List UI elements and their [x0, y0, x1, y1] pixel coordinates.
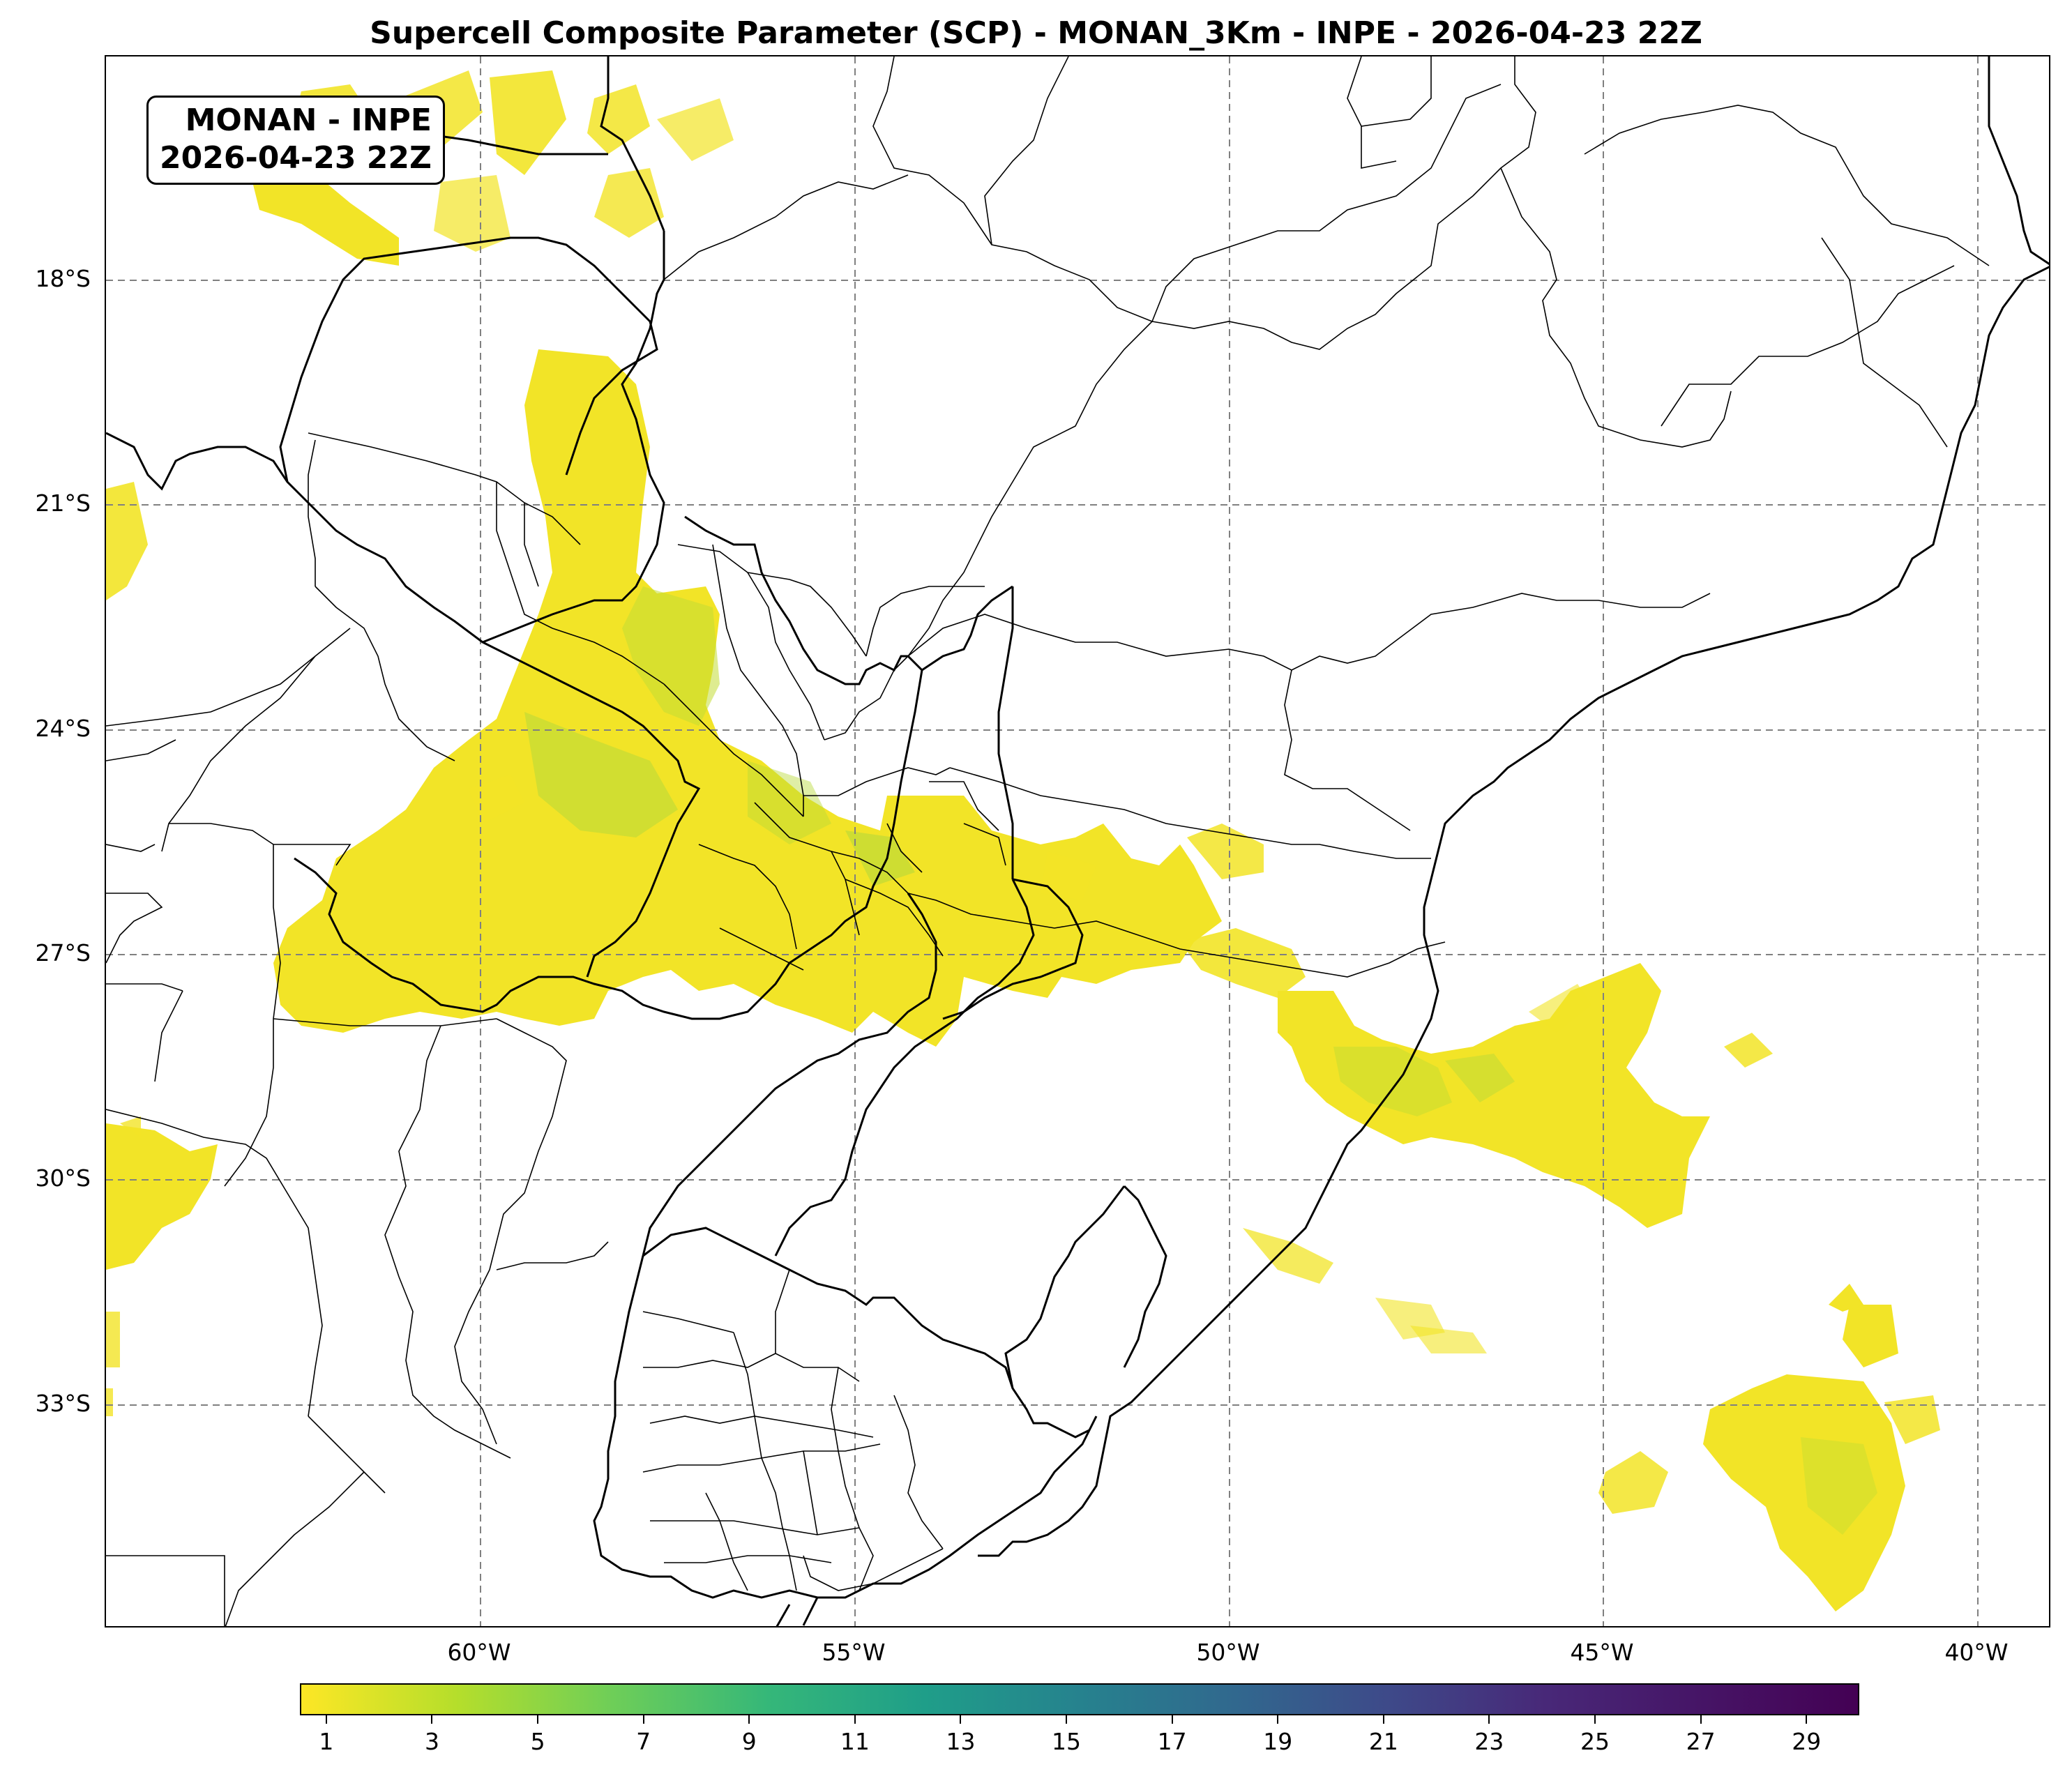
lat-label-27s: 27°S	[35, 939, 91, 966]
colorbar-tick-label: 29	[1792, 1728, 1822, 1755]
info-line-1: MONAN - INPE	[185, 103, 432, 138]
colorbar-tick-mark	[325, 1715, 327, 1724]
colorbar-tick-label: 5	[530, 1728, 545, 1755]
colorbar-tick-mark	[431, 1715, 433, 1724]
country-borders	[106, 56, 2049, 1626]
lon-label-45w: 45°W	[1570, 1639, 1634, 1666]
scp-fields	[106, 70, 1940, 1611]
colorbar-tick-label: 9	[741, 1728, 757, 1755]
lat-label-21s: 21°S	[35, 490, 91, 517]
lat-label-33s: 33°S	[35, 1390, 91, 1417]
lon-label-55w: 55°W	[822, 1639, 886, 1666]
colorbar-tick-mark	[1277, 1715, 1279, 1724]
map-canvas	[106, 56, 2049, 1626]
colorbar-tick-label: 15	[1052, 1728, 1082, 1755]
lon-label-60w: 60°W	[447, 1639, 511, 1666]
colorbar-tick-label: 13	[946, 1728, 976, 1755]
colorbar-tick-label: 1	[319, 1728, 334, 1755]
colorbar-tick-label: 23	[1474, 1728, 1504, 1755]
map-title: Supercell Composite Parameter (SCP) - MO…	[370, 15, 1702, 51]
colorbar-tick-mark	[960, 1715, 962, 1724]
lat-label-24s: 24°S	[35, 715, 91, 742]
colorbar	[300, 1683, 1859, 1715]
colorbar-tick-mark	[1594, 1715, 1596, 1724]
colorbar-tick-mark	[1171, 1715, 1173, 1724]
lat-label-18s: 18°S	[35, 265, 91, 292]
lon-label-40w: 40°W	[1944, 1639, 2009, 1666]
colorbar-tick-label: 19	[1263, 1728, 1293, 1755]
lat-label-30s: 30°S	[35, 1164, 91, 1192]
colorbar-tick-mark	[1066, 1715, 1068, 1724]
colorbar-tick-label: 21	[1368, 1728, 1398, 1755]
colorbar-tick-mark	[748, 1715, 750, 1724]
lon-label-50w: 50°W	[1196, 1639, 1260, 1666]
colorbar-tick-label: 7	[636, 1728, 651, 1755]
colorbar-tick-mark	[854, 1715, 856, 1724]
colorbar-tick-mark	[537, 1715, 539, 1724]
colorbar-tick-label: 27	[1686, 1728, 1716, 1755]
colorbar-tick-mark	[642, 1715, 644, 1724]
colorbar-tick-label: 3	[424, 1728, 439, 1755]
graticule	[106, 56, 2049, 1626]
colorbar-tick-mark	[1382, 1715, 1384, 1724]
map-area[interactable]	[105, 55, 2050, 1628]
colorbar-tick-mark	[1806, 1715, 1808, 1724]
colorbar-tick-label: 11	[840, 1728, 870, 1755]
model-info-box: MONAN - INPE 2026-04-23 22Z	[146, 96, 445, 185]
colorbar-tick-mark	[1488, 1715, 1490, 1724]
colorbar-tick-mark	[1700, 1715, 1702, 1724]
colorbar-tick-label: 17	[1157, 1728, 1187, 1755]
info-line-2: 2026-04-23 22Z	[160, 140, 432, 176]
colorbar-tick-label: 25	[1580, 1728, 1610, 1755]
